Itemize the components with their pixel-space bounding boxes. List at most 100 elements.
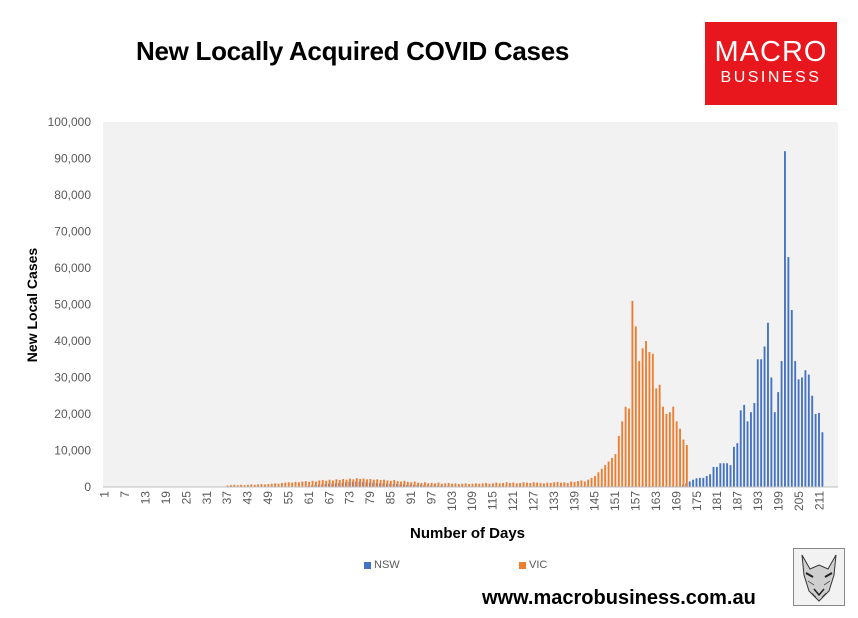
x-tick-label: 175 <box>690 491 704 511</box>
bar-vic <box>298 482 300 487</box>
x-tick-label: 139 <box>567 491 581 511</box>
bar-vic <box>236 485 239 487</box>
x-tick-label: 193 <box>751 491 765 511</box>
bar-nsw <box>746 421 749 487</box>
bar-vic <box>423 482 426 487</box>
bar-vic <box>474 483 477 487</box>
bar-vic <box>597 472 600 487</box>
bar-vic <box>359 478 362 487</box>
bar-vic <box>607 461 610 487</box>
x-tick-label: 181 <box>710 491 724 511</box>
bar-vic <box>233 484 236 487</box>
bar-vic <box>488 483 491 487</box>
x-tick-label: 91 <box>404 491 418 505</box>
bar-nsw <box>770 377 773 487</box>
bar-vic <box>366 479 368 487</box>
bar-vic <box>577 481 579 487</box>
bar-vic <box>604 465 607 487</box>
bar-vic <box>335 479 338 487</box>
logo-line-1: MACRO <box>714 36 828 68</box>
x-tick-label: 199 <box>771 491 785 511</box>
bar-vic <box>658 384 661 487</box>
legend-label-nsw: NSW <box>374 559 400 571</box>
bar-nsw <box>709 474 712 487</box>
y-tick-label: 30,000 <box>54 371 91 385</box>
x-tick-label: 1 <box>98 491 112 498</box>
bar-vic <box>457 484 460 487</box>
bar-vic <box>345 479 348 487</box>
x-tick-label: 19 <box>159 491 173 505</box>
bar-vic <box>389 480 392 487</box>
bar-vic <box>304 481 307 487</box>
bar-nsw <box>715 466 718 487</box>
bar-nsw <box>743 404 746 488</box>
x-tick-label: 55 <box>281 491 295 505</box>
bar-nsw <box>804 370 807 487</box>
bar-vic <box>645 341 647 487</box>
x-tick-label: 163 <box>649 491 663 511</box>
bar-vic <box>536 482 539 487</box>
bar-vic <box>342 478 345 487</box>
macrobusiness-logo[interactable]: MACRO BUSINESS <box>705 22 837 105</box>
bar-vic <box>573 481 576 487</box>
bar-vic <box>332 480 334 487</box>
bar-vic <box>549 482 552 487</box>
bar-vic <box>393 480 396 487</box>
x-tick-label: 13 <box>139 491 153 505</box>
wolf-head-icon <box>793 548 845 606</box>
x-tick-label: 25 <box>179 491 193 505</box>
bar-vic <box>590 477 593 488</box>
website-url[interactable]: www.macrobusiness.com.au <box>482 587 756 609</box>
bar-nsw <box>726 463 729 487</box>
bar-vic <box>519 482 522 487</box>
bar-vic <box>420 482 423 487</box>
bar-vic <box>277 483 280 487</box>
bar-vic <box>284 482 287 487</box>
bar-vic <box>376 479 379 487</box>
bar-vic <box>508 482 511 487</box>
bar-vic <box>434 483 436 487</box>
x-tick-label: 121 <box>506 491 520 511</box>
bar-vic <box>543 483 545 487</box>
legend-label-vic: VIC <box>529 559 548 571</box>
bar-vic <box>263 484 266 487</box>
y-tick-label: 60,000 <box>54 261 91 275</box>
y-tick-label: 0 <box>84 480 91 494</box>
bar-vic <box>451 483 453 487</box>
bar-vic <box>267 484 270 487</box>
legend-item-vic[interactable]: VIC <box>519 559 547 571</box>
bar-nsw <box>705 476 708 487</box>
y-axis-label: New Local Cases <box>24 247 40 363</box>
bar-vic <box>478 483 481 487</box>
bar-vic <box>246 484 249 487</box>
bar-vic <box>648 351 651 487</box>
bar-vic <box>280 482 283 487</box>
y-tick-label: 90,000 <box>54 152 91 166</box>
x-tick-label: 49 <box>261 491 275 505</box>
y-tick-label: 100,000 <box>48 115 92 129</box>
bar-vic <box>679 428 681 487</box>
y-tick-label: 10,000 <box>54 444 91 458</box>
bar-nsw <box>756 359 759 487</box>
x-tick-label: 127 <box>526 491 540 511</box>
bar-vic <box>240 484 243 487</box>
bar-nsw <box>801 377 803 487</box>
bar-vic <box>294 481 297 487</box>
bar-vic <box>372 479 375 487</box>
bar-vic <box>502 482 505 487</box>
bar-vic <box>600 468 603 487</box>
bar-vic <box>532 482 535 487</box>
x-tick-label: 187 <box>731 491 745 511</box>
bar-vic <box>229 485 232 487</box>
bar-nsw <box>790 309 793 487</box>
bar-vic <box>301 481 304 487</box>
bar-vic <box>447 482 450 487</box>
bar-vic <box>260 484 263 487</box>
bar-vic <box>614 454 617 487</box>
x-tick-label: 67 <box>322 491 336 505</box>
bar-vic <box>253 484 256 487</box>
x-tick-label: 115 <box>486 491 500 510</box>
bar-vic <box>563 482 566 487</box>
legend-item-nsw[interactable]: NSW <box>364 559 400 571</box>
bar-nsw <box>773 412 776 487</box>
